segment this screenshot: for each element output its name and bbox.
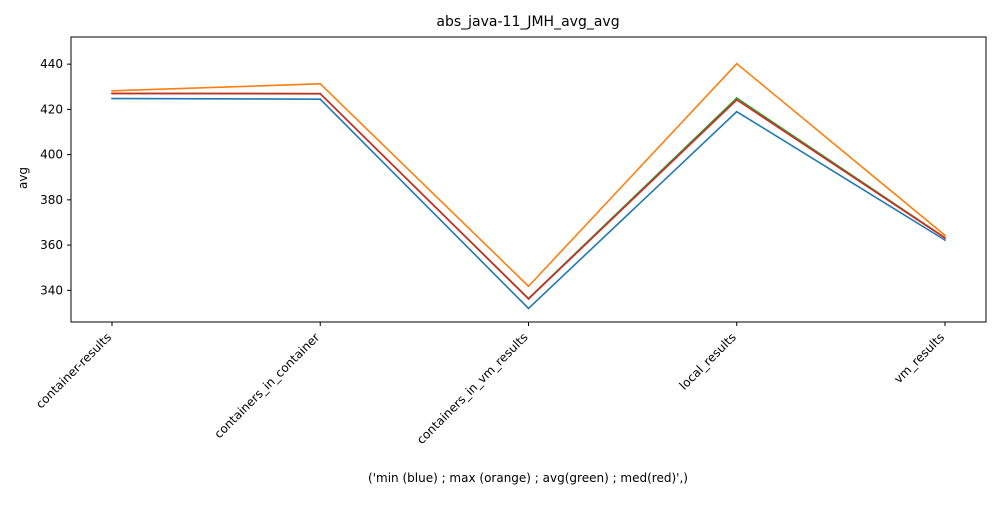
data-point — [319, 98, 322, 101]
x-tick-label: vm_results — [891, 330, 947, 386]
data-point — [111, 89, 113, 92]
data-point — [527, 298, 530, 300]
data-point — [527, 285, 530, 288]
series-line-4 — [111, 92, 946, 300]
data-point — [111, 97, 113, 100]
data-point — [735, 98, 738, 101]
y-tick-label: 340 — [40, 283, 63, 297]
plot-frame — [70, 36, 987, 323]
x-axis-label: ('min (blue) ; max (orange) ; avg(green)… — [368, 471, 688, 485]
data-point — [735, 62, 738, 65]
series-layer — [111, 62, 946, 310]
x-tick-label: local_results — [677, 330, 739, 392]
series-line-2 — [111, 62, 946, 288]
y-axis-label: avg — [16, 167, 30, 189]
data-point — [944, 234, 946, 237]
series-line-3 — [111, 92, 946, 300]
x-tick-label: containers_in_vm_results — [414, 330, 531, 447]
series-line-1 — [111, 97, 946, 310]
data-point — [111, 92, 113, 95]
y-tick-label: 420 — [40, 102, 63, 116]
data-point — [735, 110, 738, 113]
data-point — [735, 97, 738, 99]
x-tick-label: containers_in_container — [211, 330, 322, 441]
data-point — [319, 92, 322, 95]
data-point — [944, 237, 946, 239]
data-point — [319, 82, 322, 85]
y-tick-label: 380 — [40, 193, 63, 207]
data-point — [944, 239, 946, 242]
y-tick-label: 360 — [40, 238, 63, 252]
x-tick-label: container-results — [33, 330, 114, 411]
y-tick-label: 400 — [40, 148, 63, 162]
chart-title: abs_java-11_JMH_avg_avg — [436, 14, 619, 30]
y-tick-label: 440 — [40, 57, 63, 71]
data-point — [527, 307, 530, 310]
